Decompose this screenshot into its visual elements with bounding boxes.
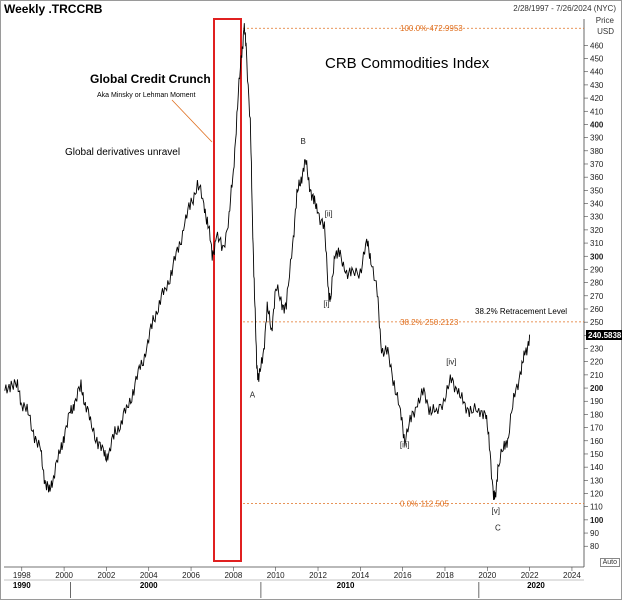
y-tick-label: 350 [590, 186, 604, 195]
x-tick-label: 1998 [13, 571, 31, 580]
y-tick-label: 150 [590, 450, 604, 459]
y-tick-label: 360 [590, 173, 604, 182]
crunch-subtitle: Aka Minsky or Lehman Moment [97, 92, 195, 99]
retracement-note: 38.2% Retracement Level [475, 307, 567, 316]
series-layer [4, 23, 531, 501]
x-tick-label: 2004 [140, 571, 158, 580]
y-tick-label: 300 [590, 252, 604, 261]
auto-scale-button[interactable]: Auto [599, 558, 620, 567]
fib-level-label: 38.2% 250.2123 [400, 318, 459, 327]
y-tick-label: 130 [590, 476, 604, 485]
chart-title: CRB Commodities Index [325, 55, 490, 72]
last-price-badge [586, 330, 622, 340]
date-range: 2/28/1997 - 7/26/2024 (NYC) [513, 4, 616, 13]
derivatives-note: Global derivatives unravel [65, 147, 180, 158]
x-tick-label: 2014 [351, 571, 369, 580]
fib-level-label: 0.0% 112.505 [400, 499, 449, 508]
credit-crunch-highlight-box [213, 18, 242, 562]
y-tick-label: 420 [590, 94, 604, 103]
y-tick-label: 400 [590, 120, 604, 129]
y-tick-label: 380 [590, 147, 604, 156]
price-series-line [4, 23, 531, 501]
y-tick-label: 190 [590, 397, 604, 406]
last-price-value: 240.5838 [588, 331, 622, 340]
y-tick-label: 200 [590, 384, 604, 393]
price-axis-label: Price [595, 16, 614, 25]
y-tick-label: 110 [590, 503, 603, 512]
y-tick-label: 390 [590, 134, 604, 143]
era-label: 1990 [13, 581, 31, 590]
y-tick-label: 410 [590, 107, 604, 116]
y-tick-label: 460 [590, 41, 604, 50]
y-tick-label: 340 [590, 200, 604, 209]
y-tick-label: 270 [590, 292, 604, 301]
y-tick-label: 450 [590, 55, 604, 64]
wave-label: B [301, 137, 306, 146]
x-tick-label: 2010 [267, 571, 285, 580]
x-tick-label: 2002 [98, 571, 116, 580]
era-label: 2000 [140, 581, 158, 590]
era-label: 2020 [527, 581, 545, 590]
wave-label: C [495, 523, 501, 532]
y-tick-label: 180 [590, 410, 604, 419]
y-tick-label: 90 [590, 529, 599, 538]
y-tick-label: 170 [590, 424, 604, 433]
y-tick-label: 280 [590, 279, 604, 288]
fibonacci-levels: 100.0% 472.9953 38.2% 250.2123 0.0% 112.50… [243, 24, 584, 508]
x-tick-label: 2016 [394, 571, 412, 580]
y-tick-label: 210 [590, 371, 604, 380]
y-tick-label: 430 [590, 81, 604, 90]
y-tick-label: 80 [590, 542, 599, 551]
y-tick-label: 370 [590, 160, 604, 169]
y-tick-label: 260 [590, 305, 604, 314]
y-tick-label: 230 [590, 345, 604, 354]
y-tick-label: 330 [590, 213, 604, 222]
y-tick-label: 250 [590, 318, 604, 327]
y-tick-label: 140 [590, 463, 604, 472]
crunch-title: Global Credit Crunch [90, 72, 211, 86]
x-tick-label: 2006 [182, 571, 200, 580]
wave-label: [v] [492, 506, 500, 515]
wave-label: [ii] [325, 210, 333, 219]
wave-label: [iii] [400, 440, 410, 449]
x-tick-label: 2018 [436, 571, 454, 580]
era-label: 2010 [337, 581, 355, 590]
y-tick-label: 100 [590, 516, 604, 525]
wave-labels: A B [ii] [i] [iii] [iv] [v] C [250, 137, 501, 532]
wave-label: [i] [323, 299, 329, 308]
fib-level-label: 100.0% 472.9953 [400, 24, 463, 33]
y-tick-label: 440 [590, 68, 604, 77]
wave-label: [iv] [446, 357, 456, 366]
x-tick-label: 2020 [478, 571, 496, 580]
currency-label: USD [597, 27, 614, 36]
y-tick-label: 320 [590, 226, 604, 235]
x-tick-label: 2012 [309, 571, 327, 580]
y-tick-label: 310 [590, 239, 604, 248]
x-tick-label: 2024 [563, 571, 581, 580]
axis-layer: 8090100110120130140150160170180190200210… [4, 19, 604, 598]
crunch-pointer-line [171, 99, 213, 143]
x-tick-label: 2000 [55, 571, 73, 580]
y-tick-label: 220 [590, 358, 604, 367]
y-tick-label: 160 [590, 437, 604, 446]
y-tick-label: 120 [590, 490, 604, 499]
x-tick-label: 2008 [224, 571, 242, 580]
wave-label: A [250, 390, 256, 399]
chart-symbol-title: Weekly .TRCCRB [4, 2, 103, 16]
x-tick-label: 2022 [521, 571, 539, 580]
y-tick-label: 290 [590, 265, 604, 274]
